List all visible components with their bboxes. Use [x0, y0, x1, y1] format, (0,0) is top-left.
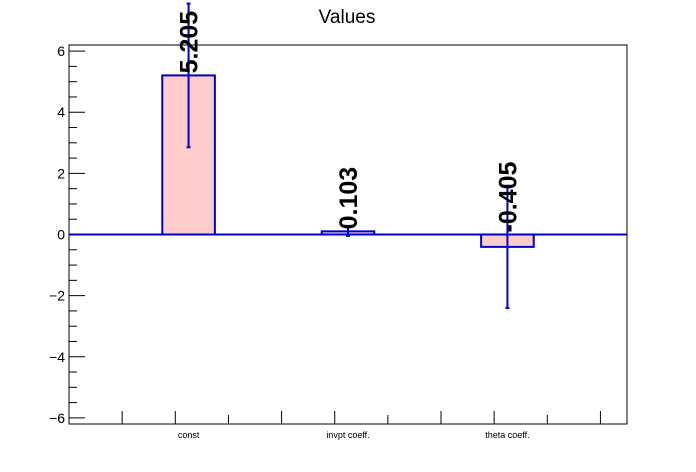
chart-title: Values: [319, 7, 376, 28]
category-label: invpt coeff.: [326, 430, 369, 440]
y-tick-label: 2: [57, 165, 65, 181]
data-label: -0.405: [494, 162, 522, 233]
y-tick-label: 6: [57, 43, 65, 59]
y-tick-label: 4: [57, 104, 65, 120]
y-tick-label: −4: [49, 349, 65, 365]
y-tick-label: −6: [49, 410, 65, 426]
plot-frame: [68, 44, 628, 425]
plot-area: −6 −4 −2 0 2 4 6 const 5.205 invpt coeff. 0.103 the…: [49, 2, 627, 440]
category-label: const: [178, 430, 200, 440]
data-label: 0.103: [335, 167, 363, 230]
y-tick-label: −2: [49, 288, 65, 304]
y-tick-label: 0: [57, 227, 65, 243]
data-label: 5.205: [176, 11, 204, 74]
category-label: theta coeff.: [485, 430, 529, 440]
